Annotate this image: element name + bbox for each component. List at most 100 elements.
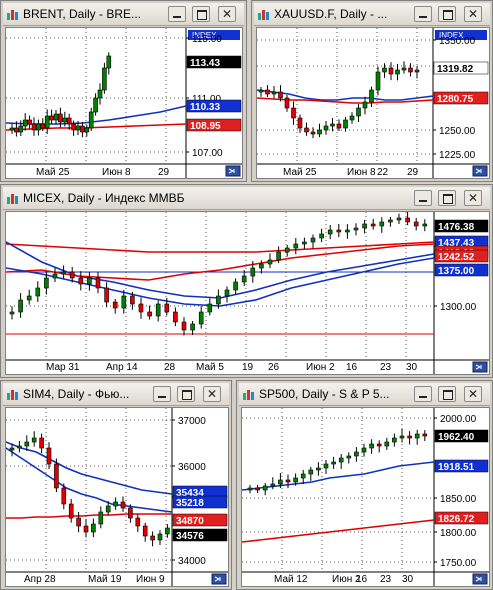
- window-title: BRENT, Daily - BRE...: [23, 7, 142, 21]
- candle-body: [349, 115, 355, 121]
- titlebar[interactable]: BRENT, Daily - BRE... ✕: [3, 3, 244, 26]
- candle-body: [18, 299, 23, 313]
- scroll-arrow-icon: [475, 168, 482, 174]
- candle-body: [9, 127, 15, 131]
- maximize-button[interactable]: [438, 386, 456, 402]
- date-tick-label: 23: [380, 574, 392, 585]
- window-title: SP500, Daily - S & P 5...: [259, 387, 390, 401]
- date-tick-label: Июн 2: [306, 362, 335, 373]
- candle-body: [265, 89, 270, 95]
- candle-body: [293, 477, 298, 483]
- candle-body: [147, 311, 152, 317]
- candle-body: [356, 107, 361, 117]
- close-button[interactable]: ✕: [464, 6, 482, 22]
- date-tick-label: Июн 8: [347, 167, 376, 178]
- candle-body: [250, 267, 256, 277]
- maximize-button[interactable]: [438, 190, 456, 206]
- price-chart[interactable]: 2000.00 1850.00 1800.00 1750.00 1962.40 1918.…: [241, 407, 490, 587]
- titlebar[interactable]: MICEX, Daily - Индекс ММВБ ✕: [3, 187, 490, 210]
- price-badge: [186, 118, 242, 132]
- price-badge-label: 1476.38: [438, 222, 475, 233]
- titlebar[interactable]: SIM4, Daily - Фью... ✕: [3, 383, 229, 406]
- close-button[interactable]: ✕: [464, 190, 482, 206]
- price-tick-label: 34000: [178, 556, 206, 567]
- date-tick-label: 30: [406, 362, 418, 373]
- moving-average-line: [242, 519, 435, 543]
- candle-body: [396, 217, 402, 221]
- price-chart[interactable]: INDEX1350.001300.001250.001225.001319.82…: [256, 27, 490, 179]
- candle-body: [310, 237, 316, 243]
- moving-average-line: [6, 241, 435, 253]
- candle-body: [413, 221, 419, 227]
- minimize-button[interactable]: [414, 190, 432, 206]
- candle-body: [76, 517, 81, 527]
- candle-body: [44, 277, 49, 289]
- date-tick-label: Мар 31: [46, 362, 80, 373]
- maximize-button[interactable]: [177, 386, 195, 402]
- window-micex[interactable]: MICEX, Daily - Индекс ММВБ ✕ 1300.00 1476…: [0, 184, 493, 378]
- window-sim4[interactable]: SIM4, Daily - Фью... ✕ 37000 36000 34000 35…: [0, 380, 232, 590]
- close-button[interactable]: ✕: [218, 6, 236, 22]
- candle-body: [346, 455, 352, 459]
- candle-body: [130, 295, 135, 305]
- candle-body: [150, 535, 155, 541]
- candle-body: [407, 435, 412, 439]
- price-tick-label: 1225.00: [439, 150, 476, 161]
- window-title: SIM4, Daily - Фью...: [23, 387, 130, 401]
- price-tick-label: 1350.00: [439, 36, 476, 47]
- candle-body: [276, 251, 281, 261]
- price-chart[interactable]: 1300.001476.381437.431412.931375.001242.…: [5, 211, 490, 375]
- price-badge-label: 1962.40: [438, 432, 475, 443]
- candle-body: [388, 219, 393, 223]
- price-badge-label: 1375.00: [438, 266, 475, 277]
- date-tick-label: Апр 14: [106, 362, 138, 373]
- candle-body: [80, 125, 85, 133]
- candle-body: [198, 311, 204, 325]
- candle-body: [323, 125, 329, 131]
- close-button[interactable]: ✕: [203, 386, 221, 402]
- candle-body: [327, 229, 333, 235]
- candle-body: [336, 229, 342, 233]
- candle-body: [58, 113, 63, 123]
- candle-body: [91, 523, 96, 533]
- titlebar[interactable]: XAUUSD.F, Daily - ... ✕: [254, 3, 490, 26]
- candle-body: [414, 69, 420, 73]
- candle-body: [361, 447, 367, 453]
- window-sp500[interactable]: SP500, Daily - S & P 5... ✕ 2000.00 1850.…: [236, 380, 493, 590]
- candle-body: [241, 275, 247, 283]
- price-badge: [172, 495, 228, 509]
- chart-app-icon: [7, 10, 18, 20]
- candle-body: [284, 97, 290, 109]
- date-tick-label: 30: [402, 574, 414, 585]
- candle-body: [142, 525, 148, 537]
- minimize-button[interactable]: [168, 6, 186, 22]
- date-tick-label: Июн 9: [136, 574, 165, 585]
- titlebar[interactable]: SP500, Daily - S & P 5... ✕: [239, 383, 490, 406]
- maximize-button[interactable]: [438, 6, 456, 22]
- price-badge-label: 108.95: [190, 121, 221, 132]
- candle-body: [302, 241, 307, 245]
- candle-body: [319, 233, 324, 239]
- minimize-button[interactable]: [414, 6, 432, 22]
- date-tick-label: 22: [377, 167, 389, 178]
- window-brent[interactable]: BRENT, Daily - BRE... ✕ INDEX 115.00 111.0…: [0, 0, 247, 182]
- maximize-button[interactable]: [192, 6, 210, 22]
- candle-body: [369, 89, 374, 103]
- candle-body: [224, 289, 230, 297]
- price-chart[interactable]: INDEX 115.00 111.00 107.00 113.43 110.33 108.9…: [5, 27, 243, 179]
- price-chart[interactable]: 37000 36000 34000 35434 35218 34870 34576 Апр 2…: [5, 407, 229, 587]
- minimize-button[interactable]: [153, 386, 171, 402]
- candle-body: [399, 435, 405, 439]
- candle-body: [17, 445, 22, 449]
- price-badge: [186, 55, 242, 69]
- window-xauusd[interactable]: XAUUSD.F, Daily - ... ✕ INDEX1350.001300…: [251, 0, 493, 182]
- candle-body: [338, 457, 344, 463]
- price-badge-label: 34870: [176, 516, 204, 527]
- price-badge: [434, 263, 489, 277]
- price-tick-label: 37000: [178, 416, 206, 427]
- candle-body: [317, 129, 322, 135]
- minimize-button[interactable]: [414, 386, 432, 402]
- close-button[interactable]: ✕: [464, 386, 482, 402]
- candle-body: [88, 111, 94, 129]
- date-tick-label: Май 12: [274, 574, 308, 585]
